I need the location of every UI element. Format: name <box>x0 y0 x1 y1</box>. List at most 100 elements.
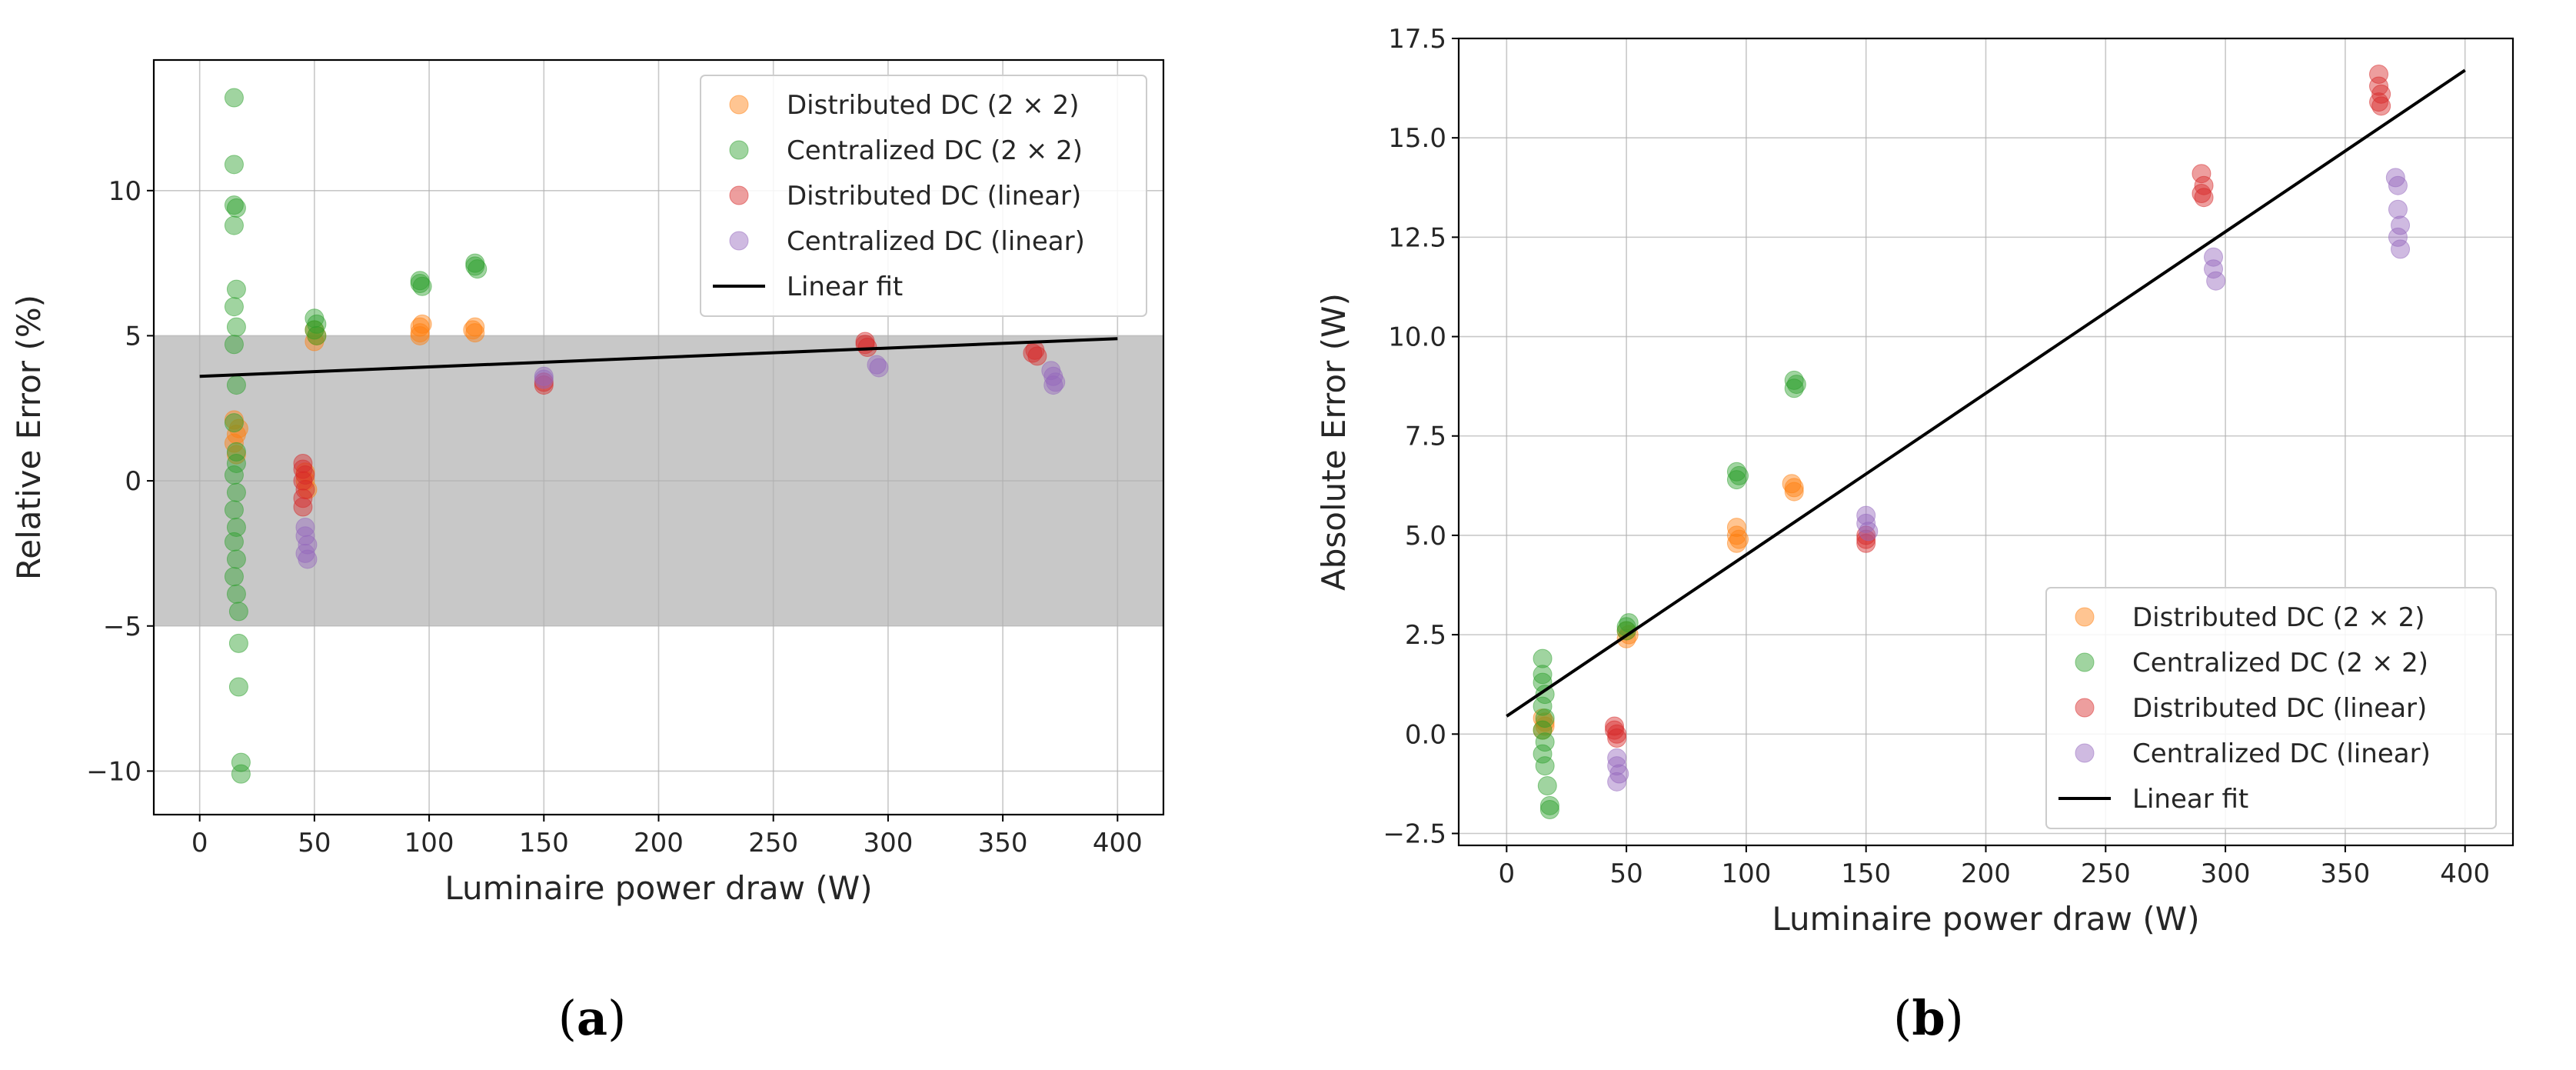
panel-a-point-distributed-2x2 <box>463 320 483 340</box>
panel-b-point-centralized-linear <box>2391 215 2411 235</box>
panel-a-point-centralized-2x2 <box>226 375 246 395</box>
panel-b-point-centralized-linear <box>2388 175 2408 195</box>
panel-b-y-tick-label: 17.5 <box>1388 24 1446 55</box>
panel-b-y-tick-label: 0.0 <box>1405 719 1446 750</box>
panel-a-legend-label: Linear fit <box>787 272 903 302</box>
panel-b-y-tick-label: 5.0 <box>1405 521 1446 552</box>
panel-a-x-tick-label: 350 <box>978 828 1028 858</box>
panel-a-label: (a) <box>558 990 627 1046</box>
panel-a-point-distributed-linear <box>293 488 313 508</box>
panel-a-point-centralized-2x2 <box>226 442 246 462</box>
panel-a-point-centralized-linear <box>298 549 318 569</box>
panel-b-point-distributed-linear <box>2371 96 2391 116</box>
panel-b-point-centralized-2x2 <box>1535 732 1555 752</box>
panel-a-point-centralized-2x2 <box>224 88 244 108</box>
panel-b-point-centralized-2x2 <box>1533 720 1553 740</box>
panel-a-chart: 0 50 100 150 200 250 300 350 400 −10 −5 0 5 10 Luminai… <box>10 58 1165 907</box>
panel-a-point-distributed-2x2 <box>465 323 485 343</box>
panel-b-point-centralized-linear <box>2388 227 2408 247</box>
panel-b-x-tick-label: 150 <box>1841 858 1891 889</box>
panel-a-x-tick-label: 150 <box>519 828 569 858</box>
panel-a-point-centralized-2x2 <box>307 325 327 345</box>
panel-b-point-centralized-2x2 <box>1535 756 1555 776</box>
panel-b-x-tick-label: 50 <box>1609 858 1642 889</box>
panel-a-point-centralized-2x2 <box>465 256 485 276</box>
panel-b-y-tick-label: 2.5 <box>1405 620 1446 651</box>
panel-b-legend-marker <box>2075 607 2095 627</box>
panel-a-x-tick-label: 300 <box>863 828 913 858</box>
panel-b-point-distributed-linear <box>1856 529 1876 549</box>
panel-a-point-centralized-2x2 <box>224 532 244 552</box>
panel-a-y-axis-label: Relative Error (%) <box>10 295 48 580</box>
panel-b-point-centralized-linear <box>2204 247 2224 267</box>
panel-a-point-distributed-2x2 <box>224 410 244 430</box>
panel-b-x-tick-label: 250 <box>2081 858 2131 889</box>
panel-b-point-distributed-linear <box>2194 188 2214 208</box>
panel-b-point-distributed-2x2 <box>1535 712 1555 732</box>
panel-b-point-centralized-2x2 <box>1539 799 1559 819</box>
panel-a-point-centralized-2x2 <box>224 215 244 235</box>
panel-b-point-centralized-linear <box>1856 513 1876 533</box>
panel-a-point-centralized-2x2 <box>224 567 244 587</box>
panel-a-x-tick-label: 100 <box>404 828 454 858</box>
panel-a-fit-line <box>199 337 1118 378</box>
panel-b-point-centralized-linear <box>1607 772 1627 792</box>
panel-b-label: (b) <box>1893 990 1964 1046</box>
panel-b-point-distributed-linear <box>1605 716 1625 736</box>
panel-a-point-centralized-2x2 <box>226 198 246 218</box>
panel-b-point-distributed-linear <box>2194 175 2214 195</box>
panel-b-plot-frame <box>1457 37 2514 847</box>
panel-b-point-centralized-linear <box>1856 505 1876 525</box>
panel-a-point-centralized-linear <box>534 369 554 389</box>
panel-b-x-axis-label: Luminaire power draw (W) <box>1772 900 2199 938</box>
panel-a-x-axis-label: Luminaire power draw (W) <box>444 869 872 907</box>
panel-a-legend-marker <box>729 231 749 251</box>
panel-a-point-centralized-2x2 <box>412 276 432 296</box>
panel-a-legend-label: Distributed DC (2 × 2) <box>787 90 1080 121</box>
panel-a-point-distributed-linear <box>293 497 313 517</box>
panel-a-point-distributed-linear <box>534 372 554 392</box>
panel-a-point-distributed-linear <box>293 453 313 473</box>
panel-b-point-centralized-linear <box>2204 259 2224 279</box>
panel-a-legend-label: Centralized DC (linear) <box>787 226 1085 257</box>
panel-b-point-distributed-linear <box>2192 164 2212 184</box>
panel-a-point-centralized-linear <box>867 355 887 375</box>
panel-b-point-centralized-2x2 <box>1533 696 1553 716</box>
panel-b-legend-marker <box>2075 652 2095 672</box>
panel-a-point-centralized-2x2 <box>468 259 488 279</box>
panel-a-point-centralized-linear <box>869 358 889 378</box>
panel-a-point-centralized-2x2 <box>226 453 246 473</box>
panel-a-point-centralized-2x2 <box>231 752 251 772</box>
panel-a-x-tick-label: 400 <box>1093 828 1143 858</box>
panel-b-y-axis-label: Absolute Error (W) <box>1315 293 1353 591</box>
panel-a-point-distributed-linear <box>534 375 554 395</box>
panel-a-point-centralized-2x2 <box>224 195 244 215</box>
panel-a-point-centralized-2x2 <box>224 297 244 317</box>
panel-a-x-tick-label: 200 <box>634 828 684 858</box>
panel-b-point-centralized-linear <box>1609 764 1629 784</box>
panel-a-x-tick-label: 0 <box>191 828 208 858</box>
panel-a-point-centralized-linear <box>1043 375 1063 395</box>
panel-b-legend-label: Distributed DC (2 × 2) <box>2132 602 2425 633</box>
panel-b-legend-label: Linear fit <box>2132 784 2248 815</box>
panel-a-point-centralized-2x2 <box>410 274 430 294</box>
panel-b-legend-marker <box>2075 698 2095 718</box>
panel-b-point-centralized-2x2 <box>1533 648 1553 668</box>
panel-b-point-centralized-linear <box>2385 168 2405 188</box>
panel-a-y-tick-label: 10 <box>108 176 141 207</box>
panel-a-legend-box <box>700 75 1147 317</box>
panel-b-legend-marker <box>2075 743 2095 763</box>
panel-a-legend-marker <box>729 140 749 160</box>
panel-a-point-centralized-2x2 <box>228 633 248 653</box>
panel-b-y-tick-label: 10.0 <box>1388 322 1446 353</box>
panel-a-point-centralized-linear <box>534 366 554 386</box>
panel-b-point-distributed-linear <box>2369 76 2389 96</box>
panel-b-y-tick-label: 15.0 <box>1388 123 1446 154</box>
panel-a-y-tick-label: −5 <box>103 612 141 642</box>
panel-a-point-distributed-2x2 <box>465 317 485 337</box>
panel-b-point-centralized-2x2 <box>1537 775 1557 795</box>
panel-a-point-centralized-2x2 <box>226 317 246 337</box>
panel-b-point-centralized-linear <box>2391 239 2411 259</box>
panel-b-point-centralized-2x2 <box>1533 665 1553 685</box>
